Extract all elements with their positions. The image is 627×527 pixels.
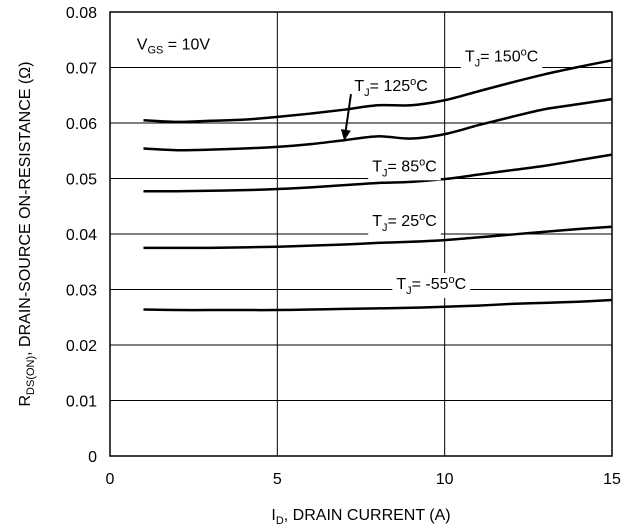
series-label-bg — [350, 74, 432, 100]
series-line-1 — [143, 97, 613, 152]
y-tick-label: 0.02 — [66, 338, 97, 355]
tick-labels: 0 5 10 15 0 0.01 0.02 0.03 0.04 0.05 0.06 0.07 0.08 — [66, 5, 621, 488]
x-tick-label: 5 — [273, 471, 282, 488]
grid-lines — [110, 12, 612, 456]
series-label-bg — [392, 272, 471, 298]
series-label-2: TJ= 85oC — [368, 155, 441, 181]
curves — [143, 59, 613, 312]
series-label-text: TJ= 125oC — [354, 76, 427, 99]
y-axis-title-rest: , DRAIN-SOURCE ON-RESISTANCE (Ω) — [17, 61, 34, 355]
annotation-arrow — [344, 93, 352, 131]
y-tick-label: 0.03 — [66, 283, 97, 300]
series-label-bg — [460, 45, 543, 71]
condition-label: VGS = 10V — [137, 37, 211, 57]
y-tick-label: 0 — [88, 449, 97, 466]
curve-labels: TJ= 150oC TJ= 125oC TJ= 85oC TJ= 25oC TJ= -5… — [350, 45, 543, 298]
series-label-text: TJ= 150oC — [465, 46, 538, 69]
y-tick-label: 0.01 — [66, 394, 97, 411]
series-label-1: TJ= 125oC — [350, 74, 432, 100]
condition-sub: GS — [147, 45, 163, 57]
series-line-4 — [143, 298, 613, 312]
series-line-0 — [143, 59, 613, 124]
series-label-4: TJ= -55oC — [392, 272, 471, 298]
series-label-0: TJ= 150oC — [460, 45, 543, 71]
y-tick-label: 0.08 — [66, 5, 97, 22]
plot-frame — [109, 11, 613, 457]
series-label-bg — [368, 210, 441, 236]
y-tick-label: 0.04 — [66, 227, 97, 244]
y-axis-title-main: R — [17, 395, 34, 407]
x-tick-label: 10 — [436, 471, 454, 488]
series-label-bg — [368, 155, 441, 181]
x-tick-label: 15 — [603, 471, 621, 488]
condition-rest: = 10V — [163, 37, 210, 54]
y-tick-label: 0.05 — [66, 172, 97, 189]
x-axis-title: ID, DRAIN CURRENT (A) — [271, 507, 450, 527]
series-line-3 — [143, 225, 613, 250]
y-tick-label: 0.07 — [66, 61, 97, 78]
series-label-3: TJ= 25oC — [368, 210, 441, 236]
series-label-text: TJ= -55oC — [396, 274, 466, 297]
y-tick-label: 0.06 — [66, 116, 97, 133]
series-line-2 — [143, 153, 613, 193]
series-label-text: TJ= 85oC — [372, 156, 437, 179]
x-tick-label: 0 — [106, 471, 115, 488]
x-axis-title-rest: , DRAIN CURRENT (A) — [284, 507, 451, 524]
y-axis-title: RDS(ON), DRAIN-SOURCE ON-RESISTANCE (Ω) — [17, 61, 37, 406]
annotation-arrowhead — [340, 129, 351, 141]
y-axis-title-sub: DS(ON) — [25, 356, 37, 395]
x-axis-title-main: I — [271, 507, 275, 524]
condition-main: V — [137, 37, 148, 54]
series-label-text: TJ= 25oC — [372, 211, 437, 234]
x-axis-title-sub: D — [276, 515, 284, 527]
